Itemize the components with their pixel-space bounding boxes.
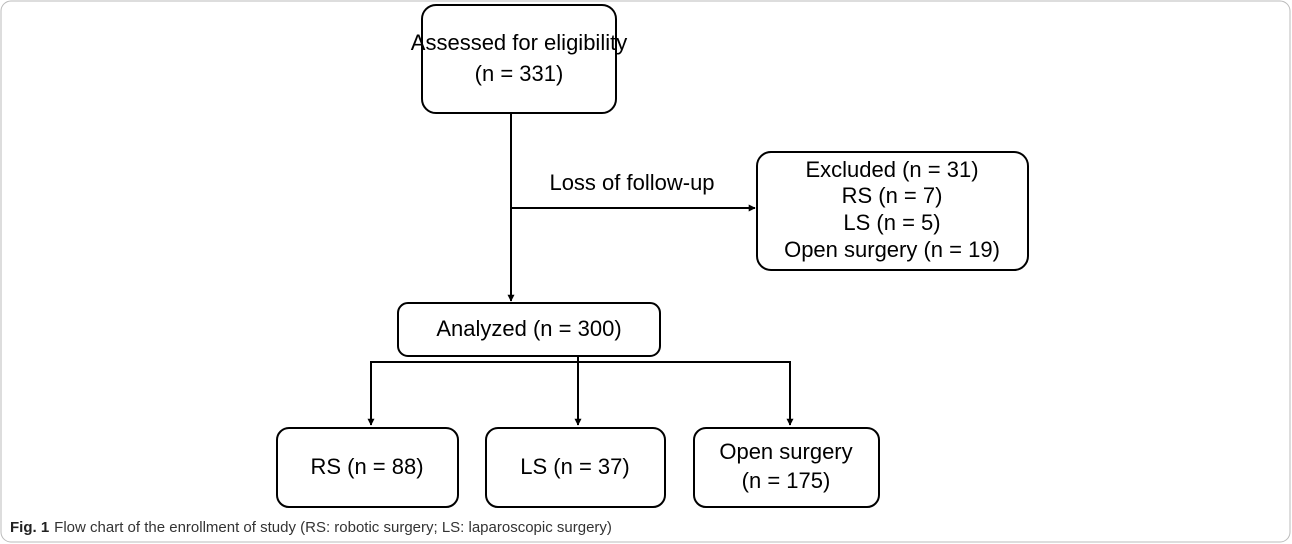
node-text: LS (n = 5) bbox=[843, 210, 940, 235]
node-text: (n = 331) bbox=[475, 61, 564, 86]
edge-label: Loss of follow-up bbox=[549, 170, 714, 195]
node: Open surgery (n = 175) bbox=[693, 427, 880, 508]
node-box bbox=[276, 427, 459, 508]
node-text: LS (n = 37) bbox=[520, 454, 629, 479]
node-text: RS (n = 88) bbox=[310, 454, 423, 479]
node-text: Assessed for eligibility bbox=[411, 30, 627, 55]
node: LS (n = 37) bbox=[485, 427, 666, 508]
node: Assessed for eligibility (n = 331) bbox=[411, 4, 627, 114]
node: Analyzed (n = 300) bbox=[397, 302, 661, 357]
node-text: Excluded (n = 31) bbox=[805, 157, 978, 182]
caption-text: Flow chart of the enrollment of study (R… bbox=[54, 519, 612, 536]
node-box bbox=[397, 302, 661, 357]
node: RS (n = 88) bbox=[276, 427, 459, 508]
node-text: Analyzed (n = 300) bbox=[436, 316, 621, 341]
caption-label: Fig. 1 bbox=[10, 519, 49, 536]
node-text: Open surgery (n = 19) bbox=[784, 237, 1000, 262]
node-text: Open surgery bbox=[719, 439, 852, 464]
node-box bbox=[756, 151, 1029, 271]
node-text: (n = 175) bbox=[742, 468, 831, 493]
caption: Fig. 1 Flow chart of the enrollment of st… bbox=[10, 519, 612, 536]
node-box bbox=[693, 427, 880, 508]
node-box bbox=[485, 427, 666, 508]
node: Excluded (n = 31) RS (n = 7) LS (n = 5) … bbox=[756, 151, 1029, 271]
node-box bbox=[421, 4, 617, 114]
node-text: RS (n = 7) bbox=[842, 183, 943, 208]
